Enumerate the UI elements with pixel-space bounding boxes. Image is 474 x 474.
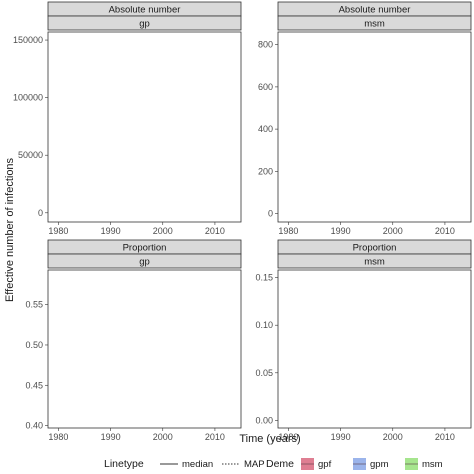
facet-panel-2: Proportion gp 1980 1990 2000 2010 0.40 0.45 0.50…	[25, 239, 242, 442]
y-tick-label: 600	[258, 82, 273, 92]
y-tick-label: 0.40	[25, 421, 43, 431]
facet-strip-top-label: Proportion	[353, 243, 397, 254]
y-tick-label: 0	[268, 209, 273, 219]
facet-strip-bottom-label: msm	[364, 19, 385, 30]
y-tick-label: 0.10	[255, 320, 273, 330]
facet-panel-1: Absolute number msm 1980 1990 2000 2010 0 200 40…	[258, 1, 472, 236]
x-axis-title: Time (years)	[239, 433, 300, 445]
legend-linetype-title: Linetype	[104, 458, 144, 470]
facet-strip-top-label: Absolute number	[109, 5, 181, 16]
x-tick-label: 1990	[331, 432, 351, 442]
y-tick-label: 150000	[13, 35, 43, 45]
y-axis-title: Effective number of infections	[4, 157, 16, 302]
legend-deme-title: Deme	[266, 458, 294, 470]
facet-panel-0: Absolute number gp 1980 1990 2000 2010 0 50000 1…	[13, 1, 242, 236]
y-tick-label: 0.00	[255, 415, 273, 425]
y-tick-label: 0.55	[25, 300, 43, 310]
facet-strip-top-label: Absolute number	[339, 5, 411, 16]
facet-strip-bottom-label: gp	[139, 19, 150, 30]
legend-deme-label: msm	[422, 459, 443, 470]
legend-linetype-label: median	[182, 459, 213, 470]
y-tick-label: 0	[38, 208, 43, 218]
x-tick-label: 2000	[383, 226, 403, 236]
y-tick-label: 0.05	[255, 368, 273, 378]
legend-deme-label: gpm	[370, 459, 389, 470]
x-tick-label: 2010	[435, 226, 455, 236]
facet-strip-bottom	[277, 253, 472, 269]
y-tick-label: 0.45	[25, 380, 43, 390]
x-tick-label: 1990	[101, 226, 121, 236]
x-tick-label: 2010	[205, 432, 225, 442]
panel-border	[47, 31, 242, 223]
y-tick-label: 100000	[13, 93, 43, 103]
facet-strip-bottom-label: gp	[139, 257, 150, 268]
facet-strip-bottom	[47, 15, 242, 31]
facet-strip-bottom	[47, 253, 242, 269]
x-tick-label: 2000	[153, 432, 173, 442]
facet-panel-3: Proportion msm 1980 1990 2000 2010 0.00 0.05 0.1…	[255, 239, 472, 442]
y-tick-label: 400	[258, 124, 273, 134]
panel-border	[47, 269, 242, 429]
facet-strip-bottom-label: msm	[364, 257, 385, 268]
x-tick-label: 1980	[278, 432, 298, 442]
x-tick-label: 2000	[383, 432, 403, 442]
panel-border	[277, 31, 472, 223]
facet-strip-bottom	[277, 15, 472, 31]
legend-linetype-label: MAP	[244, 459, 265, 470]
x-tick-label: 1990	[331, 226, 351, 236]
x-tick-label: 1980	[48, 432, 68, 442]
y-tick-label: 50000	[18, 150, 43, 160]
x-tick-label: 1980	[278, 226, 298, 236]
panel-border	[277, 269, 472, 429]
x-tick-label: 2000	[153, 226, 173, 236]
x-tick-label: 2010	[435, 432, 455, 442]
facet-strip-top-label: Proportion	[123, 243, 167, 254]
y-tick-label: 800	[258, 40, 273, 50]
legend: Linetype median MAP Deme gpf gpm msm	[104, 458, 443, 470]
legend-deme-label: gpf	[318, 459, 332, 470]
x-tick-label: 1980	[48, 226, 68, 236]
x-tick-label: 1990	[101, 432, 121, 442]
y-tick-label: 0.50	[25, 340, 43, 350]
y-tick-label: 0.15	[255, 273, 273, 283]
x-tick-label: 2010	[205, 226, 225, 236]
y-tick-label: 200	[258, 166, 273, 176]
